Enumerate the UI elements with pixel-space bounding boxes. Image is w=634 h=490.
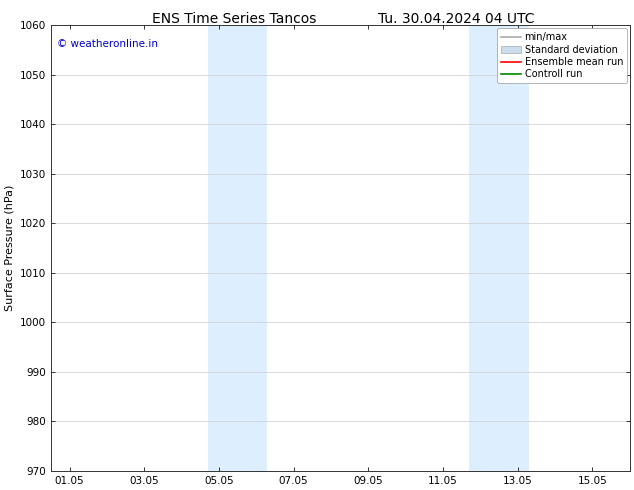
Y-axis label: Surface Pressure (hPa): Surface Pressure (hPa) [4, 185, 14, 311]
Text: ENS Time Series Tancos: ENS Time Series Tancos [152, 12, 317, 26]
Legend: min/max, Standard deviation, Ensemble mean run, Controll run: min/max, Standard deviation, Ensemble me… [497, 28, 627, 83]
Text: Tu. 30.04.2024 04 UTC: Tu. 30.04.2024 04 UTC [378, 12, 534, 26]
Bar [208, 25, 268, 471]
Bar [469, 25, 529, 471]
Text: © weatheronline.in: © weatheronline.in [56, 39, 158, 49]
